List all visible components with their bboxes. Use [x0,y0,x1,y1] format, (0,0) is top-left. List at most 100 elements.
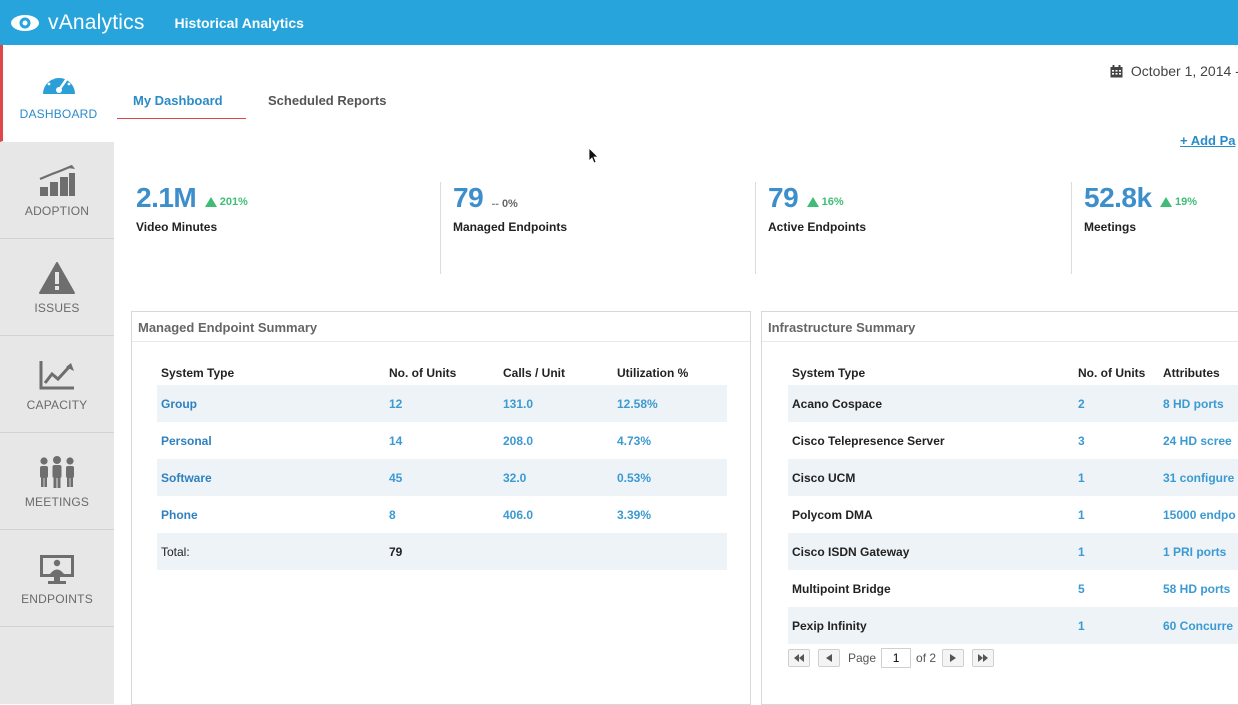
kpi-delta-value: 201% [219,196,248,208]
system-type-link[interactable]: Personal [161,433,212,448]
table-row[interactable]: Group 12 131.0 12.58% [157,385,727,422]
mouse-cursor-icon [588,147,600,169]
date-range-text: October 1, 2014 - [1130,63,1238,79]
table-row[interactable]: Pexip Infinity 1 60 Concurre [788,607,1238,644]
table-row[interactable]: Cisco UCM 1 31 configure [788,459,1238,496]
double-chevron-left-icon [794,654,804,662]
last-page-button[interactable] [972,649,995,667]
sidebar-item-meetings[interactable]: MEETINGS [0,433,114,530]
units-cell[interactable]: 14 [389,433,403,448]
utilization-cell[interactable]: 0.53% [617,470,652,485]
table-row[interactable]: Multipoint Bridge 5 58 HD ports [788,570,1238,607]
eye-logo-icon [10,12,40,34]
utilization-cell[interactable]: 12.58% [617,396,658,411]
system-type-cell: Pexip Infinity [792,618,867,633]
sidebar-item-dashboard[interactable]: DASHBOARD [0,45,114,142]
page-number-input[interactable] [881,648,912,668]
page-label: Page [848,651,877,665]
first-page-button[interactable] [788,649,810,667]
system-type-cell: Polycom DMA [792,507,873,522]
system-type-link[interactable]: Software [161,470,212,485]
warning-icon [38,261,76,295]
sidebar: DASHBOARD ADOPTION ISSUES [0,45,114,704]
table-row[interactable]: Personal 14 208.0 4.73% [157,422,727,459]
infrastructure-summary-panel: Infrastructure Summary System Type No. o… [761,311,1238,705]
table-row[interactable]: Polycom DMA 1 15000 endpo [788,496,1238,533]
column-header[interactable]: Attributes [1163,365,1220,380]
attributes-cell[interactable]: 58 HD ports [1163,581,1231,596]
table-header-row: System Type No. of Units Attributes [788,354,1238,391]
column-header[interactable]: Utilization % [617,365,689,380]
table-row[interactable]: Acano Cospace 2 8 HD ports [788,385,1238,422]
attributes-cell[interactable]: 60 Concurre [1163,618,1234,633]
calls-per-unit-cell[interactable]: 32.0 [503,470,527,485]
system-type-cell: Cisco UCM [792,470,856,485]
sidebar-item-issues[interactable]: ISSUES [0,239,114,336]
column-header[interactable]: System Type [792,365,866,380]
brand-logo[interactable]: vAnalytics [10,11,145,35]
tab-my-dashboard[interactable]: My Dashboard [117,93,246,119]
units-cell[interactable]: 8 [389,507,396,522]
units-cell[interactable]: 1 [1078,618,1085,633]
kpi-delta: -- 0% [492,198,518,210]
attributes-cell[interactable]: 1 PRI ports [1163,544,1227,559]
calls-per-unit-cell[interactable]: 208.0 [503,433,534,448]
calls-per-unit-cell[interactable]: 406.0 [503,507,534,522]
kpi-label: Managed Endpoints [453,220,567,234]
app-title[interactable]: Historical Analytics [174,14,304,31]
next-page-button[interactable] [942,649,965,667]
table-row[interactable]: Cisco ISDN Gateway 1 1 PRI ports [788,533,1238,570]
kpi-value: 52.8k [1084,182,1152,213]
units-cell[interactable]: 1 [1078,544,1085,559]
units-cell[interactable]: 5 [1078,581,1085,596]
column-header[interactable]: Calls / Unit [503,365,566,380]
attributes-cell[interactable]: 8 HD ports [1163,396,1224,411]
kpi-delta: 16% [806,196,844,208]
sidebar-item-endpoints[interactable]: ENDPOINTS [0,530,114,627]
prev-page-button[interactable] [818,649,840,667]
date-range-picker[interactable]: October 1, 2014 - [1110,63,1238,81]
attributes-cell[interactable]: 31 configure [1163,470,1235,485]
units-cell[interactable]: 45 [389,470,403,485]
gauge-icon [40,67,78,101]
table-row[interactable]: Software 45 32.0 0.53% [157,459,727,496]
units-cell[interactable]: 1 [1078,470,1085,485]
utilization-cell[interactable]: 4.73% [617,433,652,448]
units-cell[interactable]: 2 [1078,396,1085,411]
column-header[interactable]: System Type [161,365,235,380]
kpi-delta: 19% [1160,196,1197,208]
units-cell[interactable]: 1 [1078,507,1085,522]
total-units: 79 [389,544,403,559]
system-type-cell: Acano Cospace [792,396,883,411]
utilization-cell[interactable]: 3.39% [617,507,652,522]
sidebar-item-label: ENDPOINTS [21,592,93,606]
attributes-cell[interactable]: 24 HD scree [1163,433,1232,448]
system-type-cell: Cisco Telepresence Server [792,433,945,448]
calendar-icon [1110,65,1123,81]
table-row[interactable]: Phone 8 406.0 3.39% [157,496,727,533]
monitor-user-icon [38,552,76,586]
table-row[interactable]: Cisco Telepresence Server 3 24 HD scree [788,422,1238,459]
total-label: Total: [161,544,190,559]
system-type-link[interactable]: Phone [161,507,198,522]
growth-bars-icon [38,164,76,198]
system-type-cell: Multipoint Bridge [792,581,891,596]
column-header[interactable]: No. of Units [1078,365,1146,380]
main-content: October 1, 2014 - My Dashboard Scheduled… [114,45,1238,705]
sidebar-item-capacity[interactable]: CAPACITY [0,336,114,433]
page-count: of 2 [916,651,937,665]
kpi-delta-value: 19% [1175,196,1198,208]
system-type-link[interactable]: Group [161,396,197,411]
pagination: Page of 2 [788,648,1002,668]
column-header[interactable]: No. of Units [389,365,457,380]
units-cell[interactable]: 3 [1078,433,1085,448]
add-panel-link[interactable]: + Add Pa [1180,133,1236,148]
tab-scheduled-reports[interactable]: Scheduled Reports [268,93,387,108]
flat-trend-icon: -- [491,198,499,210]
sidebar-item-adoption[interactable]: ADOPTION [0,142,114,239]
attributes-cell[interactable]: 15000 endpo [1163,507,1236,522]
units-cell[interactable]: 12 [389,396,403,411]
calls-per-unit-cell[interactable]: 131.0 [503,396,534,411]
kpi-divider [1071,182,1072,274]
sidebar-item-label: DASHBOARD [19,107,98,121]
